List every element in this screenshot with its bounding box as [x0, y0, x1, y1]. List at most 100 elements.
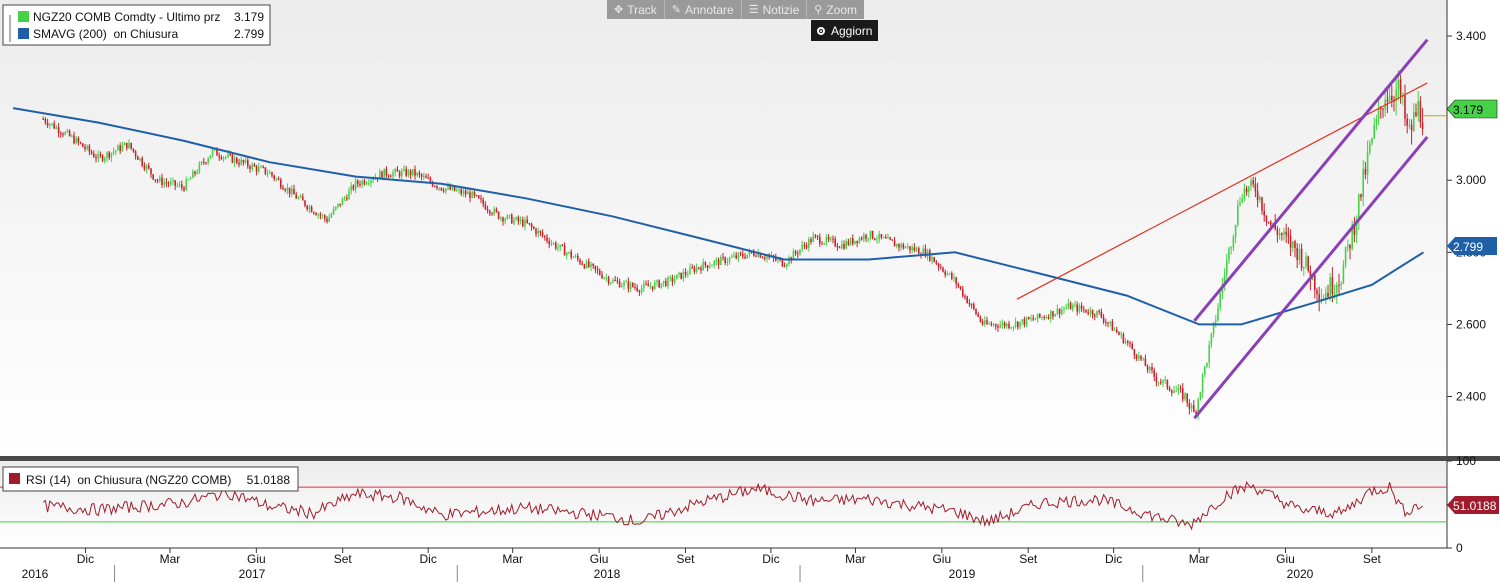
- price-candle: [997, 326, 999, 328]
- price-candle: [1289, 236, 1292, 248]
- price-candle: [1399, 79, 1402, 97]
- price-candle: [477, 195, 480, 199]
- price-candle: [911, 247, 913, 251]
- price-candle: [1377, 108, 1380, 119]
- price-candle: [1239, 202, 1241, 206]
- price-candle: [862, 235, 865, 240]
- trend-annotations: [1016, 38, 1447, 420]
- price-candle: [935, 262, 938, 264]
- price-candle: [1263, 210, 1265, 216]
- price-candle: [1415, 112, 1417, 116]
- price-candle: [1410, 124, 1413, 131]
- price-candle: [647, 284, 649, 287]
- price-candle: [1267, 221, 1270, 223]
- month-tick-label: Giu: [932, 552, 951, 566]
- price-candle: [961, 288, 964, 297]
- price-candle: [381, 171, 383, 178]
- price-candle: [601, 274, 603, 279]
- price-candle: [1005, 323, 1008, 327]
- annotate-button[interactable]: ✎ Annotare: [665, 0, 742, 19]
- price-candle: [614, 280, 616, 282]
- price-candle: [332, 209, 335, 215]
- price-candle: [1382, 108, 1384, 110]
- price-candle: [629, 283, 632, 289]
- price-candle: [1342, 265, 1345, 284]
- news-button[interactable]: ☰ Notizie: [742, 0, 808, 19]
- price-candle: [627, 281, 630, 289]
- price-candle: [328, 217, 330, 222]
- price-candle: [310, 206, 313, 213]
- price-candle: [576, 256, 579, 260]
- price-candle: [889, 237, 891, 240]
- last-price-tag-shape: [1446, 99, 1498, 119]
- price-candle: [977, 314, 979, 317]
- price-candle: [1043, 317, 1045, 319]
- price-candle: [125, 142, 128, 149]
- price-candle: [900, 244, 902, 248]
- price-candle: [255, 166, 258, 172]
- price-candle: [528, 222, 531, 224]
- price-candle: [950, 273, 953, 279]
- price-candle: [1056, 308, 1059, 315]
- track-button[interactable]: ✥ Track: [607, 0, 665, 19]
- price-candle: [198, 163, 201, 173]
- price-candle: [1140, 355, 1142, 360]
- price-candle: [1247, 186, 1250, 193]
- price-candle: [526, 219, 528, 223]
- price-candle: [504, 219, 506, 222]
- price-candle: [781, 259, 784, 267]
- price-candle: [343, 197, 346, 199]
- price-candle: [1058, 308, 1061, 315]
- price-candle: [1274, 223, 1276, 230]
- price-candle: [719, 256, 722, 266]
- price-candle: [1344, 246, 1347, 266]
- price-candle: [75, 138, 77, 144]
- price-candle: [807, 239, 810, 248]
- price-candle: [728, 257, 731, 262]
- price-candle: [363, 180, 366, 185]
- price-candle: [986, 320, 988, 324]
- price-candle: [1168, 388, 1171, 391]
- price-candle: [924, 248, 927, 257]
- price-candle: [389, 176, 392, 178]
- price-candle: [1408, 124, 1411, 126]
- price-candle: [1219, 293, 1221, 308]
- price-candle: [645, 283, 647, 285]
- price-candle: [768, 256, 770, 258]
- price-candle: [845, 241, 847, 249]
- price-candle: [1300, 248, 1303, 269]
- price-candle: [623, 282, 625, 286]
- price-candle: [444, 188, 447, 192]
- price-candle: [1269, 221, 1272, 225]
- price-candle: [1223, 275, 1226, 285]
- refresh-button[interactable]: Aggiorn: [811, 20, 879, 41]
- price-candle: [1144, 358, 1147, 367]
- price-candle: [442, 190, 445, 192]
- price-candle: [348, 190, 350, 200]
- price-candle: [1067, 303, 1070, 308]
- zoom-button[interactable]: ⚲ Zoom: [807, 0, 864, 19]
- price-candle: [286, 187, 289, 191]
- price-candle: [205, 162, 207, 164]
- chart-toolbar: ✥ Track ✎ Annotare ☰ Notizie ⚲ Zoom: [607, 0, 865, 19]
- price-candle: [451, 186, 454, 190]
- price-candle: [902, 244, 905, 249]
- price-candle: [656, 280, 658, 283]
- price-candle: [909, 246, 911, 251]
- price-candle: [191, 171, 194, 178]
- price-candle: [1129, 342, 1131, 344]
- price-candle: [801, 245, 803, 250]
- price-candle: [378, 171, 381, 179]
- panel-splitter[interactable]: [0, 456, 1500, 461]
- month-tick-label: Set: [676, 552, 695, 566]
- price-candle: [1054, 314, 1056, 317]
- price-candle: [904, 247, 907, 249]
- price-candle: [1412, 112, 1415, 131]
- year-tick-label: 2020: [1287, 567, 1314, 581]
- price-candle: [810, 239, 812, 242]
- price-candle: [1252, 180, 1254, 185]
- price-candle: [785, 264, 788, 267]
- price-candle: [350, 185, 352, 191]
- price-candle: [957, 284, 960, 287]
- price-candle: [1234, 224, 1237, 237]
